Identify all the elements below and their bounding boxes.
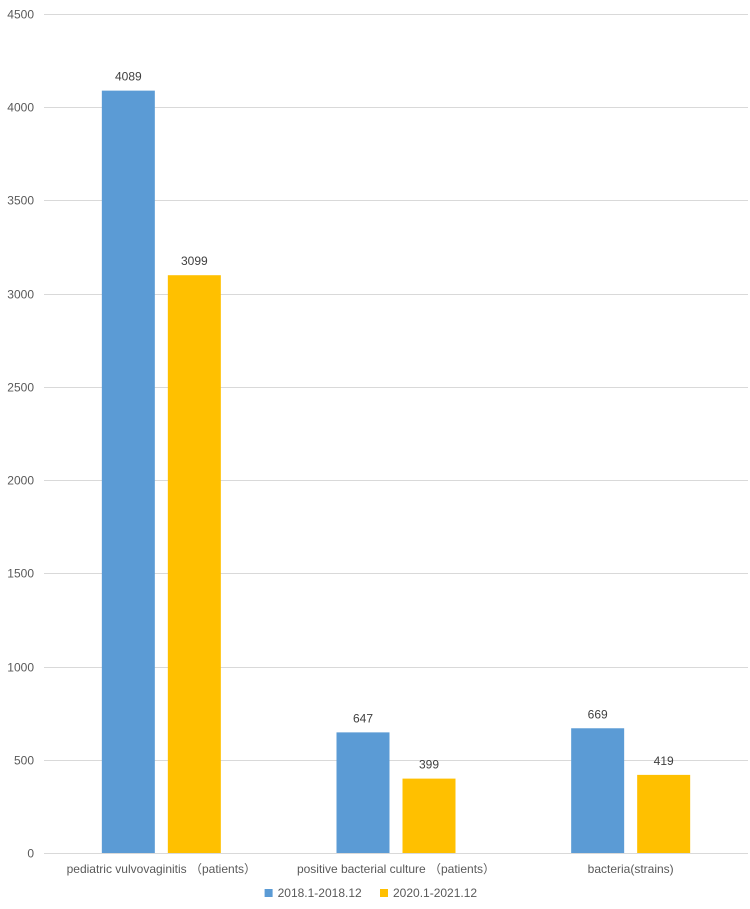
data-label: 399 — [419, 758, 439, 772]
legend-label: 2018.1-2018.12 — [278, 886, 362, 900]
legend-label: 2020.1-2021.12 — [393, 886, 477, 900]
bar-2-1 — [167, 275, 221, 853]
x-axis-categories: pediatric vulvovaginitis （patients） posit… — [67, 862, 674, 876]
y-tick-label: 2500 — [7, 381, 34, 395]
y-tick-label: 2000 — [7, 474, 34, 488]
y-tick-label: 4000 — [7, 101, 34, 115]
y-tick-label: 0 — [27, 847, 34, 861]
bar-2-2 — [402, 778, 456, 853]
bar-1-2 — [336, 732, 390, 853]
data-label: 419 — [654, 754, 674, 768]
bar-2-3 — [637, 774, 691, 853]
data-label: 3099 — [181, 254, 208, 268]
legend-swatch — [264, 889, 273, 897]
legend-swatch — [380, 889, 388, 897]
data-label: 4089 — [115, 70, 142, 84]
y-tick-label: 3500 — [7, 194, 34, 208]
data-label: 647 — [353, 711, 373, 725]
y-tick-label: 500 — [14, 754, 34, 768]
bar-1-1 — [101, 90, 155, 854]
data-label: 669 — [588, 707, 608, 721]
y-tick-label: 1000 — [7, 661, 34, 675]
legend: 2018.1-2018.12 2020.1-2021.12 — [264, 886, 477, 900]
gridlines — [44, 14, 748, 854]
bars — [101, 90, 691, 854]
x-category-label: bacteria(strains) — [588, 862, 674, 876]
y-tick-label: 1500 — [7, 567, 34, 581]
y-tick-label: 3000 — [7, 288, 34, 302]
y-tick-label: 4500 — [7, 8, 34, 22]
bar-1-3 — [571, 728, 625, 853]
data-labels: 4089 3099 647 399 669 419 — [115, 70, 674, 772]
y-axis-ticks: 0 500 1000 1500 2000 2500 3000 3500 4000 4500 — [7, 8, 34, 861]
x-category-label: pediatric vulvovaginitis （patients） — [67, 862, 256, 876]
x-category-label: positive bacterial culture （patients） — [297, 862, 495, 876]
